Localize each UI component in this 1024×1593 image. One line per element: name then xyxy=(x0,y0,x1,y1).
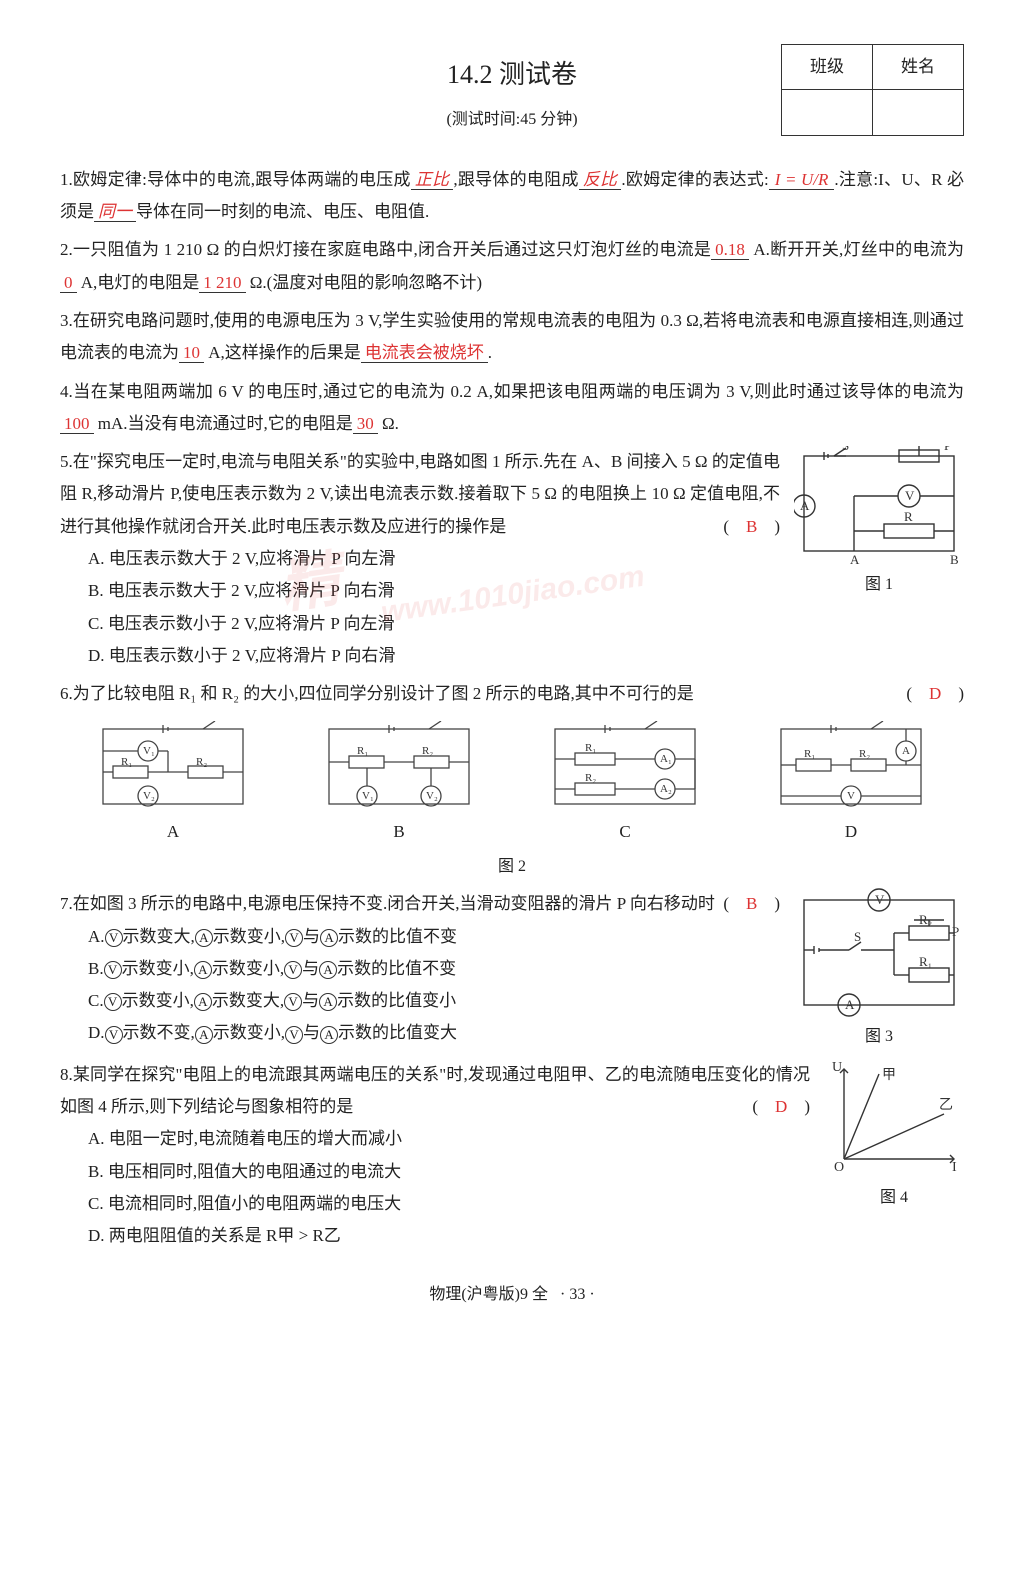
svg-text:A₁: A₁ xyxy=(660,753,672,765)
q5-opt-d: D. 电压表示数小于 2 V,应将滑片 P 向右滑 xyxy=(88,640,964,672)
svg-text:V₂: V₂ xyxy=(143,790,155,802)
q1-blank-2: 反比 xyxy=(579,170,622,190)
svg-text:V₁: V₁ xyxy=(143,745,155,757)
svg-text:R₁: R₁ xyxy=(585,742,596,754)
svg-text:A₂: A₂ xyxy=(660,783,672,795)
svg-text:P: P xyxy=(944,446,951,453)
q8-opt-d: D. 两电阻阻值的关系是 R甲 > R乙 xyxy=(88,1220,964,1252)
svg-text:V: V xyxy=(905,488,915,503)
question-6: 6.为了比较电阻 R₁ 和 R₂ 的大小,四位同学分别设计了图 2 所示的电路,… xyxy=(60,678,964,882)
svg-text:V₁: V₁ xyxy=(362,790,374,802)
circuit-3-svg: V S R₂ P R₁ A xyxy=(794,888,964,1018)
page-footer: 物理(沪粤版)9 全 · 33 · xyxy=(60,1280,964,1310)
q6-label-b: B xyxy=(319,816,479,848)
question-3: 3.在研究电路问题时,使用的电源电压为 3 V,学生实验使用的常规电流表的电阻为… xyxy=(60,305,964,370)
footer-page: · 33 · xyxy=(560,1286,595,1303)
question-4: 4.当在某电阻两端加 6 V 的电压时,通过它的电流为 0.2 A,如果把该电阻… xyxy=(60,376,964,441)
question-8: U I O 甲 乙 图 4 8.某同学在探究"电阻上的电流跟其两端电压的关系"时… xyxy=(60,1059,964,1253)
question-2: 2.一只阻值为 1 210 Ω 的白炽灯接在家庭电路中,闭合开关后通过这只灯泡灯… xyxy=(60,234,964,299)
question-5: 精 www.1010jiao.com SP AV R AB xyxy=(60,446,964,672)
svg-text:乙: 乙 xyxy=(939,1097,953,1113)
svg-text:V₂: V₂ xyxy=(426,790,438,802)
question-7: VS R₂P R₁A 图 3 7.在如图 3 所示的电路中,电源电压保持不变.闭… xyxy=(60,888,964,1052)
q4-blank-1: 100 xyxy=(60,414,94,434)
q4-blank-2: 30 xyxy=(353,414,378,434)
fig3-label: 图 3 xyxy=(794,1022,964,1052)
q6-label-d: D xyxy=(771,816,931,848)
svg-text:R₂: R₂ xyxy=(196,756,207,768)
svg-text:R₁: R₁ xyxy=(804,748,815,760)
q1-blank-4: 同一 xyxy=(94,202,136,222)
svg-text:B: B xyxy=(950,552,959,566)
svg-text:甲: 甲 xyxy=(882,1068,896,1083)
svg-text:R₁: R₁ xyxy=(919,954,932,969)
figure-3: V S R₂ P R₁ A 图 3 xyxy=(794,888,964,1052)
name-cell[interactable] xyxy=(873,90,964,135)
circuit-2b: R₁ R₂ V₁ V₂ B xyxy=(319,721,479,848)
svg-text:R: R xyxy=(904,509,913,524)
fig1-label: 图 1 xyxy=(794,570,964,600)
footer-text: 物理(沪粤版)9 全 xyxy=(429,1286,548,1303)
svg-text:U: U xyxy=(832,1060,842,1075)
svg-text:R₂: R₂ xyxy=(422,745,433,757)
question-1: 1.欧姆定律:导体中的电流,跟导体两端的电压成正比,跟导体的电阻成反比.欧姆定律… xyxy=(60,164,964,229)
info-table: 班级 姓名 xyxy=(781,44,964,136)
fig2-label: 图 2 xyxy=(60,852,964,882)
figure-2-row: V₁ V₂ R₁ R₂ A R₁ R₂ V₁ V₂ B xyxy=(60,721,964,848)
q5-answer: B xyxy=(746,517,757,536)
svg-text:V: V xyxy=(847,790,855,802)
svg-text:A: A xyxy=(845,997,855,1012)
q7-answer: B xyxy=(746,894,757,913)
svg-text:P: P xyxy=(952,924,959,939)
q1-num: 1. xyxy=(60,170,73,189)
q6-label-a: A xyxy=(93,816,253,848)
q6-label-c: C xyxy=(545,816,705,848)
svg-text:I: I xyxy=(952,1160,957,1175)
q3-blank-1: 10 xyxy=(179,343,204,363)
svg-text:S: S xyxy=(842,446,849,453)
q2-blank-3: 1 210 xyxy=(199,273,245,293)
q2-blank-2: 0 xyxy=(60,273,77,293)
circuit-2a: V₁ V₂ R₁ R₂ A xyxy=(93,721,253,848)
svg-text:R₂: R₂ xyxy=(585,772,596,784)
svg-text:R₂: R₂ xyxy=(919,912,932,927)
svg-text:R₁: R₁ xyxy=(357,745,368,757)
figure-1: S P A V R A B 图 1 xyxy=(794,446,964,600)
graph-4-svg: U I O 甲 乙 xyxy=(824,1059,964,1179)
svg-text:R₁: R₁ xyxy=(121,756,132,768)
svg-text:V: V xyxy=(875,892,885,907)
q8-answer: D xyxy=(775,1097,787,1116)
circuit-2c: R₁ R₂ A₁ A₂ C xyxy=(545,721,705,848)
q6-answer: D xyxy=(929,684,941,703)
page-header: 班级 姓名 14.2 测试卷 (测试时间:45 分钟) xyxy=(60,50,964,136)
circuit-2d: R₁ R₂ A V D xyxy=(771,721,931,848)
svg-text:S: S xyxy=(854,929,861,944)
q2-blank-1: 0.18 xyxy=(711,240,749,260)
svg-text:A: A xyxy=(800,498,810,513)
svg-text:R₂: R₂ xyxy=(859,748,870,760)
figure-4: U I O 甲 乙 图 4 xyxy=(824,1059,964,1213)
svg-text:O: O xyxy=(834,1160,844,1175)
class-cell[interactable] xyxy=(782,90,873,135)
q3-blank-2: 电流表会被烧坏 xyxy=(361,343,488,363)
fig4-label: 图 4 xyxy=(824,1183,964,1213)
svg-text:A: A xyxy=(850,552,860,566)
circuit-1-svg: S P A V R A B xyxy=(794,446,964,566)
q5-opt-c: C. 电压表示数小于 2 V,应将滑片 P 向左滑 xyxy=(88,608,964,640)
name-header: 姓名 xyxy=(873,45,964,90)
q1-blank-1: 正比 xyxy=(411,170,454,190)
svg-text:A: A xyxy=(902,745,910,757)
class-header: 班级 xyxy=(782,45,873,90)
q1-formula: I = U/R xyxy=(769,170,835,190)
